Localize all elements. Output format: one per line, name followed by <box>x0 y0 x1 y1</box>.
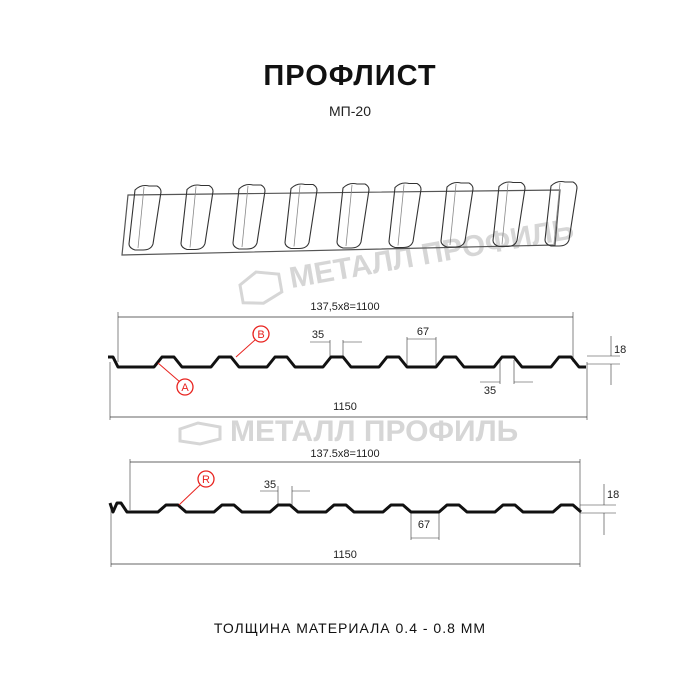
sheet-rib <box>128 184 162 251</box>
pitch-label: 137.5x8=1100 <box>310 448 379 460</box>
sheet-rib-edge <box>449 183 457 246</box>
marker-a-label: A <box>181 382 189 394</box>
total-width-label: 1150 <box>333 401 357 413</box>
watermark-text: МЕТАЛЛ ПРОФИЛЬ <box>230 415 518 448</box>
crest-width-label-2: 35 <box>484 385 496 397</box>
marker-a: A <box>157 362 194 396</box>
material-thickness-note: ТОЛЩИНА МАТЕРИАЛА 0.4 - 0.8 ММ <box>213 620 487 636</box>
sheet-rib-edge <box>397 184 405 246</box>
sheet-3d-illustration <box>121 180 578 256</box>
sheet-rib <box>336 182 370 249</box>
pitch-label: 137,5x8=1100 <box>310 301 379 313</box>
height-label: 18 <box>607 489 619 501</box>
marker-r-label: R <box>202 474 210 486</box>
profile-bottom: 137.5x8=1100 1150 35 67 18 R <box>108 448 619 567</box>
sheet-rib <box>544 180 578 247</box>
sheet-rib <box>492 181 526 248</box>
valley-width-label: 67 <box>418 519 430 531</box>
marker-circle <box>176 378 194 396</box>
profile-top-line <box>108 355 586 369</box>
sheet-rib <box>180 184 214 251</box>
sheet-rib-edge <box>241 185 249 248</box>
valley-width-label: 67 <box>417 326 429 338</box>
marker-leader <box>157 362 181 383</box>
marker-b: B <box>235 325 270 358</box>
profile-bottom-line <box>108 501 582 514</box>
page-title: ПРОФЛИСТ <box>263 60 437 92</box>
watermark-logo-icon <box>238 270 284 305</box>
total-width-label: 1150 <box>333 549 357 561</box>
marker-b-label: B <box>257 329 264 341</box>
marker-circle <box>197 470 215 488</box>
profile-top: 137,5x8=1100 1150 35 67 35 18 B A <box>108 301 626 420</box>
watermark-2: МЕТАЛЛ ПРОФИЛЬ <box>178 415 518 448</box>
watermark-logo-icon <box>178 421 222 446</box>
crest-width-label: 35 <box>264 479 276 491</box>
crest-width-label: 35 <box>312 329 324 341</box>
sheet-rib-edge <box>345 184 353 247</box>
sheet-rib-edge <box>293 185 301 247</box>
marker-leader <box>178 484 201 506</box>
sheet-rib-edge <box>137 186 145 249</box>
sheet-rib <box>284 183 318 250</box>
sheet-outline <box>121 189 561 256</box>
page-subtitle: МП-20 <box>329 103 371 119</box>
sheet-rib-edge <box>501 183 509 245</box>
sheet-rib-edge <box>553 182 561 245</box>
sheet-rib <box>232 183 266 250</box>
watermark-text: МЕТАЛЛ ПРОФИЛЬ <box>287 212 577 295</box>
sheet-rib <box>388 182 422 249</box>
marker-r: R <box>178 470 215 506</box>
sheet-rib-edge <box>189 186 197 248</box>
marker-leader <box>235 339 256 358</box>
height-label: 18 <box>614 344 626 356</box>
marker-circle <box>252 325 270 343</box>
sheet-rib <box>440 181 474 248</box>
watermark-1: МЕТАЛЛ ПРОФИЛЬ <box>238 212 577 305</box>
